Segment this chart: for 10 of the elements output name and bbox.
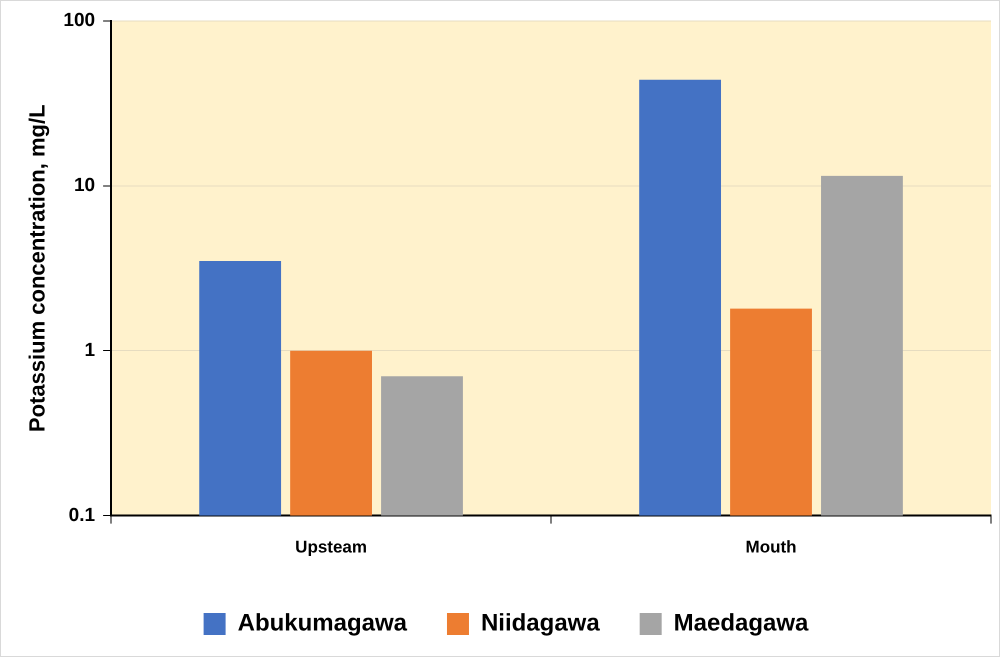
x-tick-label: Upsteam — [295, 537, 367, 556]
y-axis-title: Potassium concentration, mg/L — [24, 104, 50, 432]
legend-label: Maedagawa — [674, 610, 810, 637]
y-tick-label: 0.1 — [68, 504, 96, 526]
legend-label: Abukumagawa — [238, 610, 408, 637]
legend-label: Niidagawa — [480, 610, 600, 637]
y-tick-label: 100 — [63, 10, 96, 32]
y-tick-label: 1 — [84, 340, 96, 361]
x-tick-label: Mouth — [746, 537, 797, 556]
y-tick-label: 10 — [74, 175, 96, 196]
